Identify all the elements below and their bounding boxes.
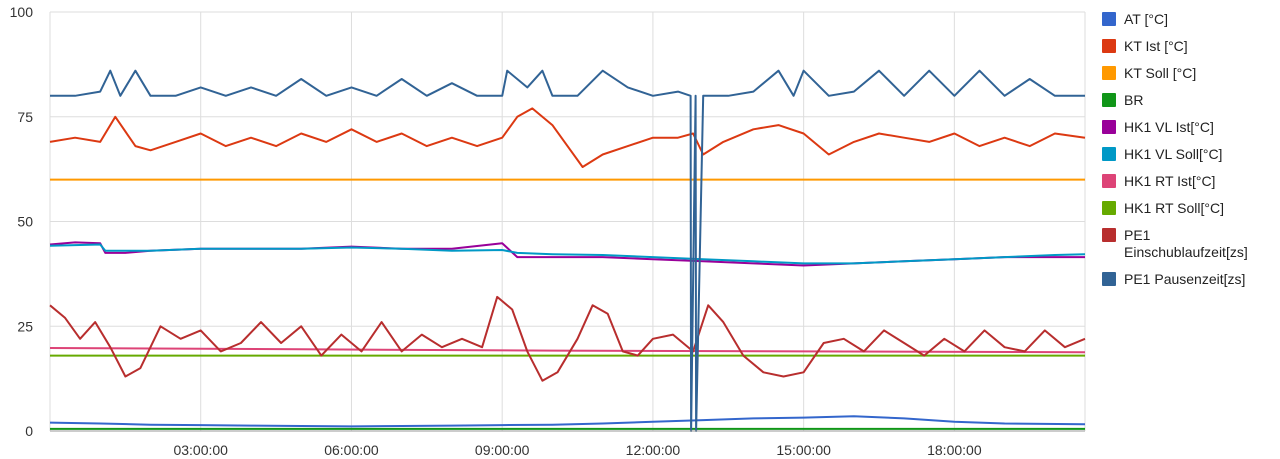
series-line-9 <box>50 69 1085 432</box>
series-line-8 <box>49 295 1086 382</box>
legend-label: KT Soll [°C] <box>1124 65 1196 81</box>
legend-swatch <box>1102 93 1116 107</box>
legend-swatch <box>1102 12 1116 26</box>
x-tick-label: 03:00:00 <box>173 442 228 458</box>
y-tick-label: 25 <box>17 318 33 334</box>
legend-swatch <box>1102 272 1116 286</box>
y-tick-label: 75 <box>17 109 33 125</box>
x-tick-label: 09:00:00 <box>475 442 530 458</box>
series-line-5 <box>49 243 1086 265</box>
legend-swatch <box>1102 66 1116 80</box>
legend-label: HK1 RT Ist[°C] <box>1124 173 1215 189</box>
legend-label: PE1 Pausenzeit[zs] <box>1124 271 1245 287</box>
x-tick-label: 12:00:00 <box>626 442 681 458</box>
legend-label: KT Ist [°C] <box>1124 38 1188 54</box>
y-tick-label: 0 <box>25 423 33 439</box>
legend-label: BR <box>1124 92 1143 108</box>
y-tick-label: 100 <box>10 4 34 20</box>
y-tick-label: 50 <box>17 214 33 230</box>
series-line-0 <box>49 415 1086 428</box>
axis-layer: 0 25 50 75 100 03:00:00 06:00:00 09:00:00 12:00:… <box>10 4 1085 458</box>
series-line-1 <box>49 107 1086 168</box>
legend-entry-0[interactable]: AT [°C] <box>1102 11 1168 27</box>
legend-label: PE1 Einschublaufzeit[zs] <box>1124 227 1248 260</box>
legend-swatch <box>1102 174 1116 188</box>
x-tick-label: 18:00:00 <box>927 442 982 458</box>
legend-entry-3[interactable]: BR <box>1102 92 1143 108</box>
legend-swatch <box>1102 228 1116 242</box>
legend-entry-7[interactable]: HK1 RT Soll[°C] <box>1102 200 1224 216</box>
legend-entry-2[interactable]: KT Soll [°C] <box>1102 65 1196 81</box>
legend-entry-6[interactable]: HK1 RT Ist[°C] <box>1102 173 1215 189</box>
series-layer <box>49 69 1086 432</box>
x-tick-label: 15:00:00 <box>776 442 831 458</box>
legend-swatch <box>1102 39 1116 53</box>
legend-swatch <box>1102 147 1116 161</box>
legend[interactable]: AT [°C] KT Ist [°C] KT Soll [°C] BR HK1 VL I… <box>1102 11 1248 287</box>
legend-entry-8[interactable]: PE1 Einschublaufzeit[zs] <box>1102 227 1248 260</box>
legend-entry-9[interactable]: PE1 Pausenzeit[zs] <box>1102 271 1245 287</box>
legend-label: HK1 VL Soll[°C] <box>1124 146 1222 162</box>
legend-label: HK1 VL Ist[°C] <box>1124 119 1214 135</box>
legend-label: HK1 RT Soll[°C] <box>1124 200 1224 216</box>
x-tick-label: 06:00:00 <box>324 442 379 458</box>
legend-entry-1[interactable]: KT Ist [°C] <box>1102 38 1188 54</box>
legend-swatch <box>1102 201 1116 215</box>
legend-entry-4[interactable]: HK1 VL Ist[°C] <box>1102 119 1214 135</box>
legend-entry-5[interactable]: HK1 VL Soll[°C] <box>1102 146 1222 162</box>
grid-layer <box>49 11 1086 432</box>
legend-label: AT [°C] <box>1124 11 1168 27</box>
legend-swatch <box>1102 120 1116 134</box>
